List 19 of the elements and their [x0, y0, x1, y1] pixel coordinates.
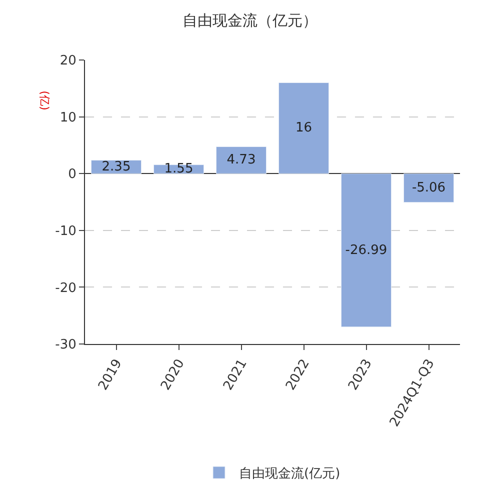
- data-label: -26.99: [345, 242, 388, 258]
- data-label: -5.06: [412, 180, 446, 196]
- y-tick-label: 10: [60, 110, 76, 126]
- y-tick-label: -30: [55, 338, 76, 353]
- y-tick-label: 20: [60, 54, 76, 69]
- data-label: 4.73: [226, 152, 256, 168]
- data-label: 1.55: [164, 162, 194, 177]
- y-axis-title: (亿): [38, 90, 52, 110]
- y-tick-label: 0: [68, 167, 76, 182]
- y-tick-label: -10: [55, 224, 76, 239]
- bar: [278, 82, 329, 174]
- bar: [216, 146, 266, 174]
- bar: [341, 173, 392, 328]
- chart-title: 自由现金流（亿元）: [182, 12, 318, 30]
- legend-label: 自由现金流(亿元): [239, 466, 340, 482]
- data-label: 16: [295, 120, 312, 136]
- data-label: 2.35: [102, 159, 131, 174]
- bar: [404, 173, 454, 203]
- y-tick-label: -20: [55, 280, 76, 296]
